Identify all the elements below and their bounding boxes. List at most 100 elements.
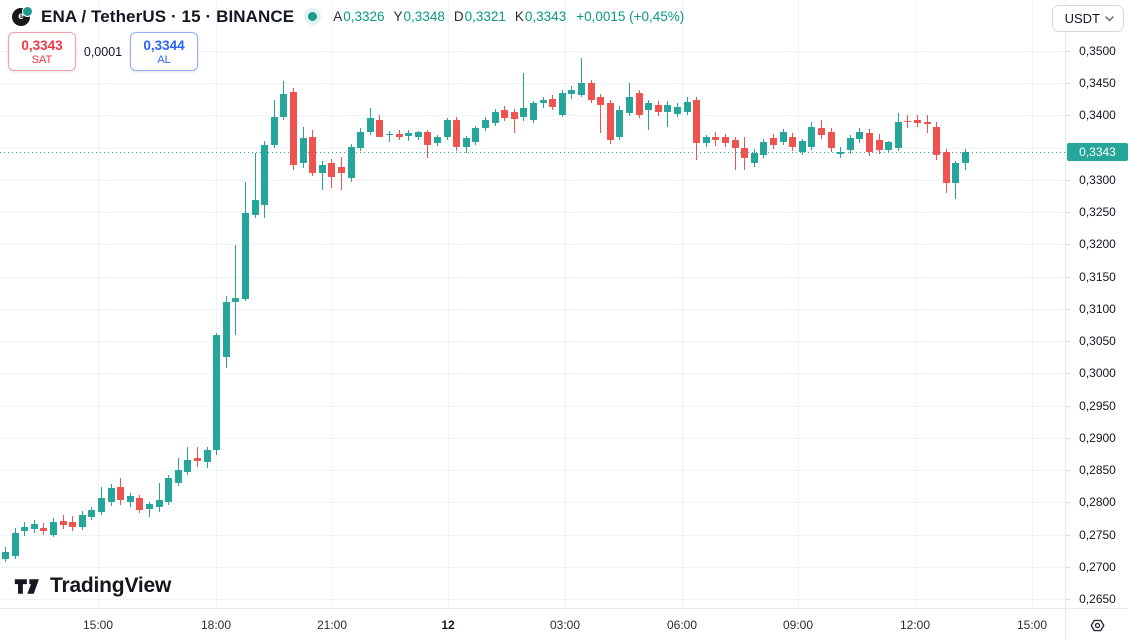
price-axis-label: 0,2900	[1079, 430, 1116, 445]
h-gridline	[0, 566, 1065, 568]
currency-dropdown[interactable]: USDT	[1051, 5, 1124, 32]
candle-up	[491, 112, 499, 124]
candle-up	[846, 138, 854, 151]
candle-up	[232, 297, 240, 303]
price-axis-tick	[1066, 534, 1070, 536]
candle-up	[2, 551, 9, 559]
candle-up	[405, 132, 413, 137]
candle-up	[645, 103, 653, 111]
symbol-title[interactable]: ENA / TetherUS · 15 · BINANCE	[41, 6, 295, 26]
candle-up	[184, 459, 192, 472]
candle-up	[434, 136, 441, 144]
open-label: A	[333, 9, 343, 24]
price-axis-tick	[1066, 244, 1070, 246]
price-axis-tick	[1066, 83, 1070, 85]
price-axis-label: 0,2700	[1079, 559, 1116, 574]
price-axis-tick	[1066, 179, 1070, 181]
low-value: 0,3321	[464, 9, 506, 24]
price-axis-label: 0,2800	[1079, 495, 1116, 510]
h-gridline	[0, 179, 1065, 181]
time-axis-label: 12	[441, 618, 455, 632]
candle-wick-up	[667, 101, 669, 128]
candle-up	[386, 133, 393, 136]
candle-up	[126, 496, 134, 502]
candle-down	[712, 136, 720, 140]
candle-up	[798, 141, 806, 153]
candle-up	[222, 301, 230, 357]
price-axis-tick	[1066, 373, 1070, 375]
candle-down	[606, 103, 614, 140]
candle-down	[376, 119, 384, 137]
candle-up	[952, 162, 960, 184]
sell-button[interactable]: 0,3343 SAT	[8, 32, 76, 71]
candle-up	[318, 165, 326, 173]
candle-up	[30, 524, 38, 530]
candle-up	[155, 499, 163, 507]
candle-up	[213, 334, 221, 451]
candle-down	[923, 121, 931, 124]
candle-up	[482, 119, 489, 128]
price-axis[interactable]: 0,35000,34500,34000,33500,33000,32500,32…	[1065, 0, 1128, 608]
candle-down	[510, 112, 518, 120]
candle-wick-up	[321, 160, 323, 191]
candle-down	[654, 104, 662, 113]
candle-up	[50, 522, 57, 535]
candle-down	[136, 497, 144, 510]
candle-up	[750, 152, 758, 164]
time-axis-label: 09:00	[782, 618, 814, 632]
tradingview-logo[interactable]: TradingView	[14, 574, 171, 598]
candle-down	[587, 83, 595, 100]
candle-down	[722, 136, 729, 144]
candle-up	[674, 107, 681, 114]
price-axis-label: 0,3300	[1079, 172, 1116, 187]
tradingview-logo-icon	[14, 577, 43, 596]
time-axis[interactable]: 15:00 18:00 21:00 12 03:00 06:00 09:00 12:00 15:…	[0, 608, 1065, 640]
candle-wick-down	[600, 93, 602, 133]
close-value: 0,3343	[524, 9, 567, 24]
candle-wick-up	[581, 58, 582, 98]
candle-wick-up	[158, 482, 160, 512]
candle-up	[462, 138, 470, 148]
sell-label: SAT	[31, 53, 53, 66]
candle-up	[530, 103, 537, 120]
candle-wick-up	[389, 130, 390, 142]
axis-settings-corner[interactable]	[1065, 608, 1128, 640]
candle-up	[760, 141, 768, 155]
h-gridline	[0, 308, 1065, 310]
candle-up	[779, 132, 787, 142]
buy-button[interactable]: 0,3344 AL	[130, 32, 198, 71]
v-gridline	[1032, 0, 1033, 608]
h-gridline	[0, 437, 1065, 439]
candle-down	[770, 138, 777, 146]
close-label: K	[514, 9, 524, 24]
candle-up	[894, 121, 902, 148]
price-axis-label: 0,3200	[1079, 237, 1116, 252]
candle-up	[472, 128, 480, 142]
v-gridline	[448, 0, 449, 608]
candle-down	[914, 119, 921, 124]
candle-wick-down	[926, 114, 928, 133]
price-axis-tick	[1066, 599, 1070, 600]
trade-panel: 0,3343 SAT 0,0001 0,3344 AL	[8, 32, 198, 71]
price-axis-label: 0,3000	[1079, 366, 1116, 381]
price-axis-tick	[1066, 405, 1070, 407]
h-gridline	[0, 470, 1065, 472]
gear-icon[interactable]	[1089, 617, 1106, 634]
buy-price: 0,3344	[143, 37, 185, 53]
price-axis-label: 0,3250	[1079, 205, 1116, 220]
candle-up	[107, 488, 115, 503]
candle-up	[885, 141, 893, 150]
market-status-dot	[308, 12, 318, 21]
candle-down	[818, 127, 825, 135]
candle-down	[290, 92, 297, 166]
candle-up	[837, 151, 845, 155]
chevron-down-icon	[1105, 15, 1114, 22]
candle-up	[808, 127, 816, 148]
h-gridline	[0, 276, 1065, 278]
candle-down	[501, 109, 509, 119]
chart-canvas[interactable]	[0, 0, 1065, 608]
candle-down	[338, 167, 345, 174]
price-axis-tick	[1066, 276, 1070, 278]
price-axis-label: 0,3100	[1079, 301, 1116, 316]
